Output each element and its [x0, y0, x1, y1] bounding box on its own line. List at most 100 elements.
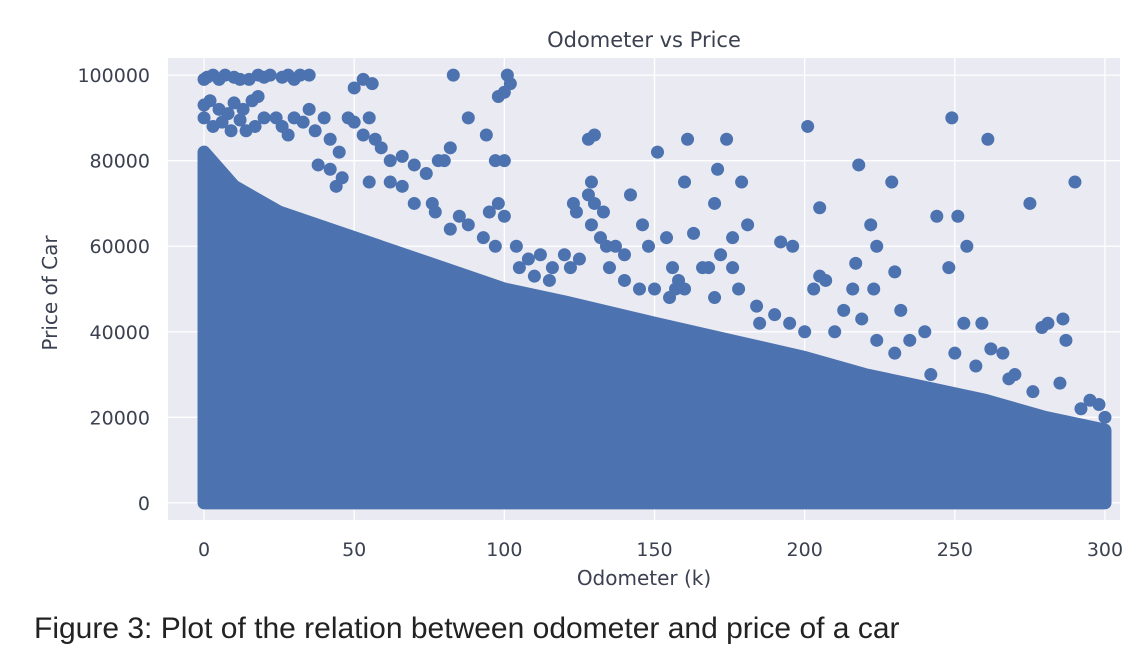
scatter-point — [951, 209, 965, 223]
scatter-point — [849, 256, 863, 270]
scatter-point — [750, 299, 764, 313]
scatter-point — [383, 154, 397, 168]
scatter-point — [584, 175, 598, 189]
scatter-point — [347, 81, 361, 95]
scatter-point — [1026, 385, 1040, 399]
scatter-point — [383, 175, 397, 189]
scatter-point — [996, 346, 1010, 360]
scatter-point — [569, 205, 583, 219]
x-tick-label: 250 — [937, 539, 973, 561]
scatter-point — [542, 273, 556, 287]
scatter-point — [687, 226, 701, 240]
scatter-point — [930, 209, 944, 223]
y-tick-label: 100000 — [77, 65, 150, 87]
scatter-point — [596, 205, 610, 219]
x-tick-label: 150 — [636, 539, 672, 561]
scatter-point — [488, 154, 502, 168]
scatter-point — [374, 141, 388, 155]
x-tick-label: 200 — [787, 539, 823, 561]
scatter-point — [317, 111, 331, 125]
scatter-point — [870, 333, 884, 347]
scatter-point — [708, 196, 722, 210]
scatter-point — [903, 333, 917, 347]
scatter-point — [407, 158, 421, 172]
scatter-point — [497, 154, 511, 168]
scatter-point — [545, 261, 559, 275]
scatter-point — [584, 218, 598, 232]
scatter-point — [482, 205, 496, 219]
scatter-point — [332, 145, 346, 159]
scatter-point — [1041, 316, 1055, 330]
scatter-point — [302, 102, 316, 116]
scatter-point — [602, 261, 616, 275]
y-tick-label: 60000 — [90, 236, 150, 258]
y-tick-label: 40000 — [90, 322, 150, 344]
scatter-point — [828, 325, 842, 339]
scatter-point — [587, 128, 601, 142]
scatter-point — [864, 218, 878, 232]
scatter-point — [786, 239, 800, 253]
scatter-point — [960, 239, 974, 253]
scatter-point — [651, 145, 665, 159]
scatter-point — [428, 205, 442, 219]
scatter-point — [635, 218, 649, 232]
scatter-point — [741, 218, 755, 232]
scatter-point — [708, 291, 722, 305]
scatter-point — [711, 162, 725, 176]
dense-point-region — [197, 145, 1112, 510]
y-tick-label: 80000 — [90, 151, 150, 173]
scatter-point — [732, 282, 746, 296]
scatter-point — [1023, 196, 1037, 210]
scatter-point — [263, 68, 277, 82]
scatter-point — [714, 248, 728, 262]
scatter-point — [617, 273, 631, 287]
scatter-point — [248, 119, 262, 133]
scatter-point — [224, 124, 238, 138]
data-point-cloud — [197, 145, 1112, 510]
scatter-point — [608, 239, 622, 253]
scatter-point — [197, 111, 211, 125]
scatter-point — [509, 239, 523, 253]
scatter-point — [293, 68, 307, 82]
scatter-point — [957, 316, 971, 330]
x-tick-label: 0 — [198, 539, 210, 561]
scatter-point — [648, 282, 662, 296]
scatter-point — [1059, 333, 1073, 347]
scatter-point — [735, 175, 749, 189]
y-axis-label: Price of Car — [38, 235, 62, 351]
scatter-point — [678, 175, 692, 189]
scatter-point — [236, 102, 250, 116]
scatter-point — [969, 359, 983, 373]
scatter-point — [461, 111, 475, 125]
scatter-point — [593, 231, 607, 245]
y-axis-ticks: 0 20000 40000 60000 80000 100000 — [77, 65, 150, 515]
scatter-point — [617, 248, 631, 262]
scatter-point — [419, 167, 433, 180]
scatter-point — [533, 248, 547, 262]
scatter-point — [774, 235, 788, 249]
scatter-point — [720, 132, 734, 146]
scatter-point — [281, 128, 295, 142]
scatter-point — [323, 162, 337, 176]
scatter-point — [768, 308, 782, 322]
scatter-point — [527, 269, 541, 283]
scatter-point — [563, 261, 577, 275]
scatter-point — [461, 218, 475, 232]
scatter-point — [395, 149, 409, 163]
scatter-point — [521, 252, 535, 266]
scatter-point — [846, 282, 860, 296]
scatter-point — [894, 303, 908, 317]
scatter-point — [1092, 398, 1106, 411]
scatter-point — [623, 188, 637, 202]
scatter-point — [870, 239, 884, 253]
scatter-point — [437, 154, 451, 168]
scatter-point — [443, 141, 457, 155]
scatter-point — [446, 68, 460, 82]
scatter-point — [783, 316, 797, 330]
scatter-point — [801, 119, 815, 133]
scatter-point — [215, 115, 229, 129]
scatter-point — [702, 261, 716, 275]
y-tick-label: 0 — [138, 493, 150, 515]
scatter-point — [984, 342, 998, 356]
